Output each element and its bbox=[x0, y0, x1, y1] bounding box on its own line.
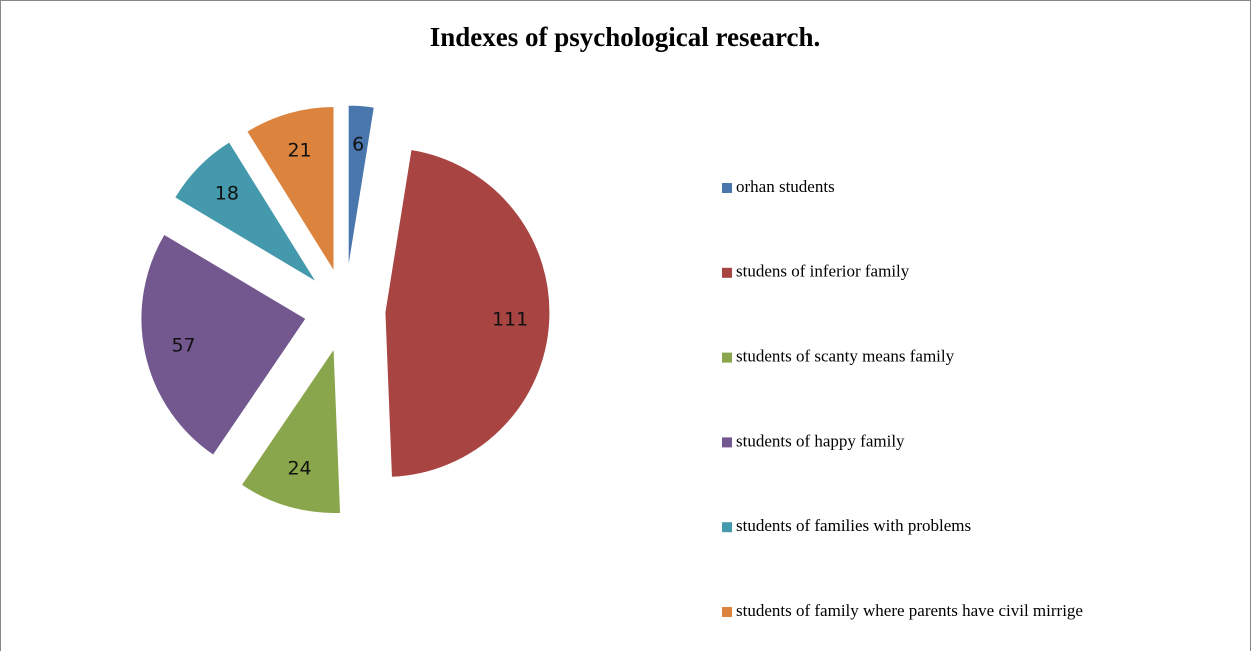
legend-label: students of family where parents have ci… bbox=[736, 601, 1083, 620]
legend-swatch bbox=[722, 607, 732, 617]
data-label: 18 bbox=[215, 183, 239, 205]
legend-label: orhan students bbox=[736, 177, 835, 196]
chart-title: Indexes of psychological research. bbox=[430, 22, 821, 52]
legend-swatch bbox=[722, 183, 732, 193]
data-label: 21 bbox=[287, 139, 311, 161]
pie-slice bbox=[173, 141, 317, 283]
legend-swatch bbox=[722, 267, 732, 278]
legend-label: students of happy family bbox=[736, 431, 905, 450]
legend-label: students of scanty means family bbox=[736, 347, 955, 366]
pie-slice bbox=[246, 106, 335, 274]
pie-slice bbox=[240, 346, 342, 514]
data-label: 57 bbox=[171, 334, 195, 356]
legend-label: studens of inferior family bbox=[736, 262, 910, 281]
data-label: 24 bbox=[287, 458, 311, 480]
pie-slice bbox=[140, 233, 307, 456]
pie-slice bbox=[384, 148, 551, 478]
legend-label: students of families with problems bbox=[736, 516, 971, 535]
legend-swatch bbox=[722, 352, 732, 363]
pie-slice bbox=[347, 104, 375, 271]
legend-swatch bbox=[722, 437, 732, 448]
data-label: 6 bbox=[352, 134, 364, 156]
legend-swatch bbox=[722, 522, 732, 533]
data-label: 111 bbox=[492, 308, 528, 330]
